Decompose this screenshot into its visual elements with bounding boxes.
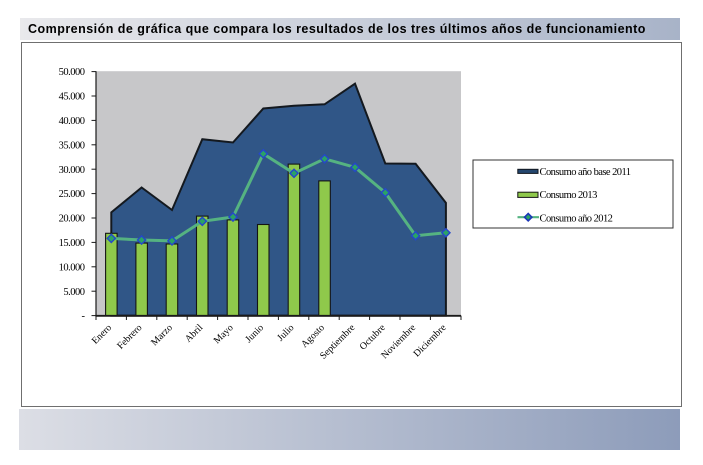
svg-text:25.000: 25.000 [59,189,85,200]
svg-text:30.000: 30.000 [59,165,85,176]
svg-text:Comprensión de gráfica que com: Comprensión de gráfica que compara los r… [28,22,646,36]
svg-text:35.000: 35.000 [59,140,85,151]
svg-text:15.000: 15.000 [59,238,85,249]
svg-text:40.000: 40.000 [59,116,85,127]
svg-text:20.000: 20.000 [59,214,85,225]
svg-text:Consumo año 2012: Consumo año 2012 [540,213,613,224]
svg-text:5.000: 5.000 [63,287,84,298]
svg-text:Consumo año base 2011: Consumo año base 2011 [540,167,631,178]
svg-text:-: - [82,311,86,322]
svg-text:Consumo 2013: Consumo 2013 [540,190,598,201]
svg-text:50.000: 50.000 [59,67,85,78]
svg-text:10.000: 10.000 [59,262,85,273]
svg-text:45.000: 45.000 [59,92,85,103]
